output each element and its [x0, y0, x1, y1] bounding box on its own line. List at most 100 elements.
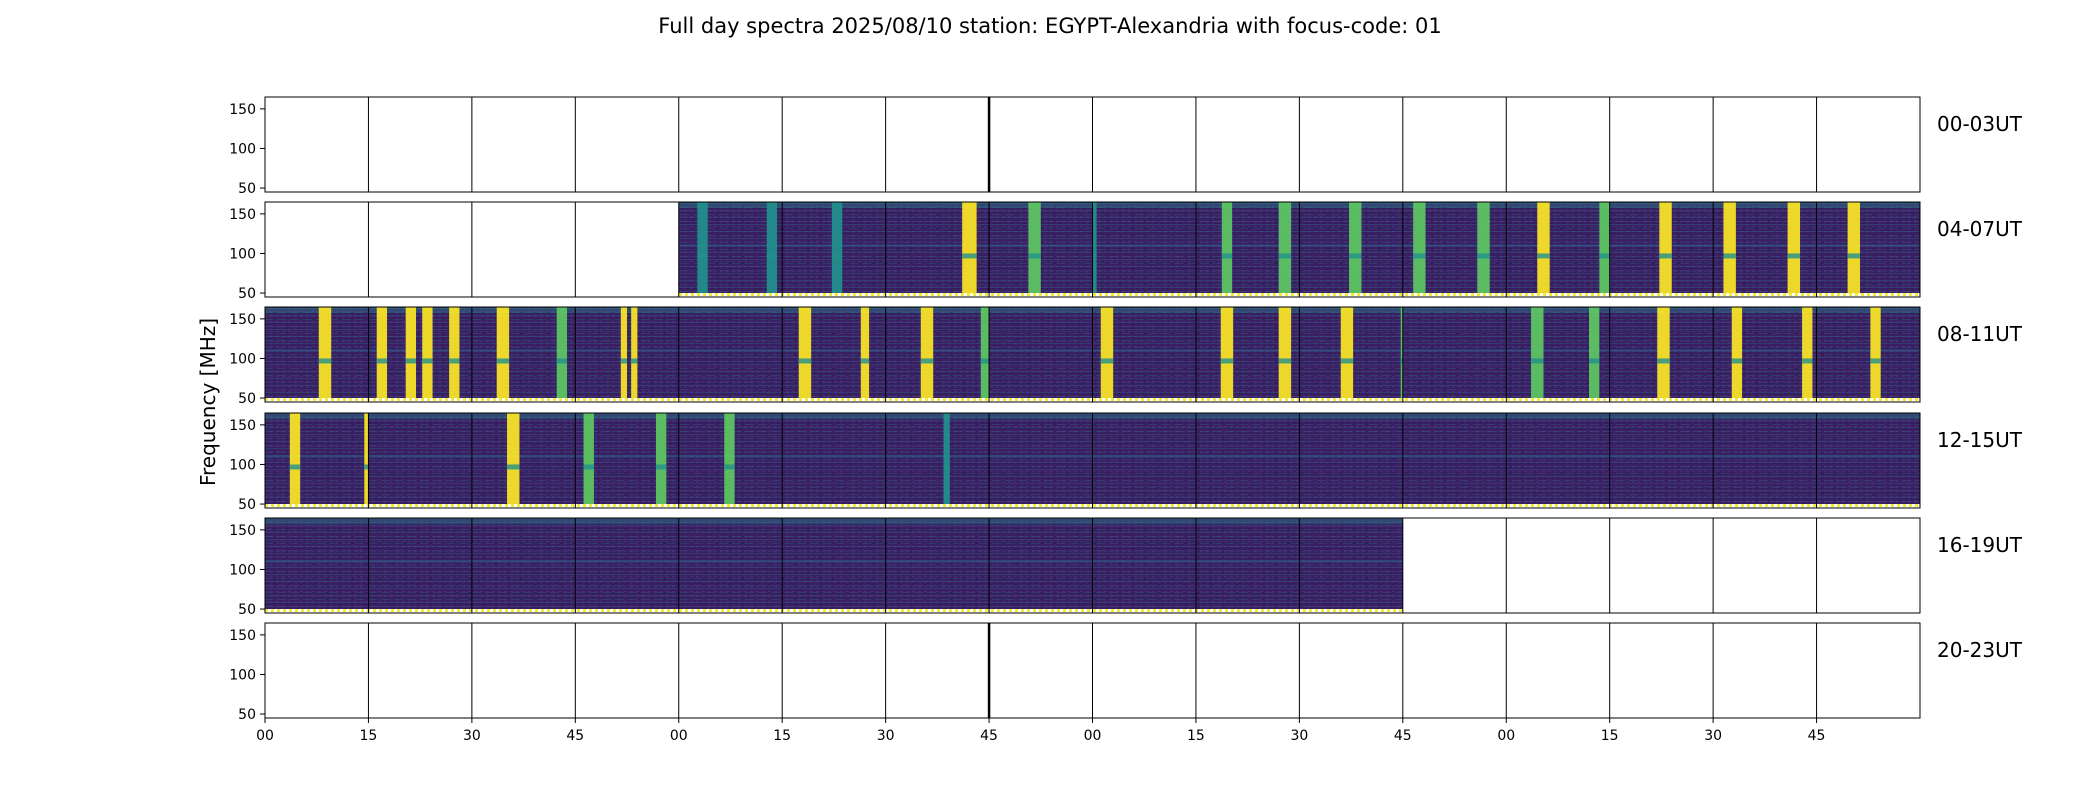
burst-band — [1657, 358, 1670, 364]
interference-line — [265, 349, 369, 352]
calibration-marker — [885, 293, 990, 296]
spectrum-noise-lines — [1402, 413, 1507, 504]
burst-band — [920, 358, 934, 364]
upper-band — [989, 518, 1093, 524]
calibration-marker — [1299, 504, 1403, 507]
spectrum-noise-lines — [1299, 413, 1403, 504]
spectrum-panel — [1299, 413, 1403, 507]
spectrum-panel — [1092, 202, 1196, 296]
calibration-marker — [1195, 609, 1300, 612]
burst-band — [1599, 253, 1610, 259]
x-tick-label: 15 — [360, 728, 378, 744]
empty-panel — [885, 97, 990, 192]
radio-burst — [1220, 307, 1234, 398]
upper-band — [1506, 413, 1610, 419]
burst-band — [1278, 358, 1292, 364]
radio-burst — [1537, 202, 1550, 293]
spectrum-panel — [678, 202, 783, 296]
calibration-marker — [1299, 293, 1403, 296]
upper-band — [575, 518, 679, 524]
row-time-label: 16-19UT — [1937, 533, 2023, 557]
interference-line — [885, 455, 990, 458]
upper-band — [1506, 202, 1610, 208]
interference-line — [782, 349, 886, 352]
interference-line — [1816, 349, 1920, 352]
spectrum-panel — [782, 307, 886, 401]
empty-panel — [782, 97, 886, 192]
calibration-marker — [575, 398, 679, 401]
upper-band — [885, 202, 990, 208]
row-time-label: 12-15UT — [1937, 428, 2023, 452]
radio-burst — [405, 307, 417, 398]
burst-band — [1659, 253, 1672, 259]
upper-band — [1506, 307, 1610, 313]
upper-band — [1299, 413, 1403, 419]
spectrum-noise-lines — [678, 202, 783, 293]
calibration-marker — [1506, 293, 1610, 296]
spectrum-panel — [782, 413, 886, 507]
radio-burst — [920, 307, 934, 398]
calibration-marker — [1402, 398, 1507, 401]
upper-band — [885, 413, 990, 419]
upper-band — [1299, 518, 1403, 524]
interference-line — [1299, 455, 1403, 458]
spectrum-panel — [265, 307, 369, 401]
empty-panel — [1816, 97, 1920, 192]
calibration-marker — [471, 398, 576, 401]
calibration-marker — [471, 609, 576, 612]
calibration-marker — [885, 609, 990, 612]
spectrum-panel — [885, 518, 990, 612]
spectrum-panel — [368, 413, 472, 507]
calibration-marker — [782, 609, 886, 612]
radio-burst — [1092, 202, 1097, 293]
x-tick-label: 15 — [1601, 728, 1619, 744]
spectrum-panel — [1816, 307, 1920, 401]
upper-band — [678, 202, 783, 208]
interference-line — [1816, 244, 1920, 247]
empty-panel — [368, 623, 472, 718]
calibration-marker — [1092, 609, 1196, 612]
interference-line — [1816, 455, 1920, 458]
spectrum-panel — [1816, 202, 1920, 296]
calibration-marker — [782, 504, 886, 507]
interference-line — [989, 455, 1093, 458]
row-time-label: 08-11UT — [1937, 322, 2023, 346]
spectrum-noise-lines — [1092, 413, 1196, 504]
y-tick-label: 50 — [238, 497, 256, 513]
radio-burst — [556, 307, 568, 398]
spectra-row: 150 100 50 08-11UT — [229, 306, 2023, 407]
calibration-marker — [885, 504, 990, 507]
spectrum-noise-lines — [368, 413, 472, 504]
upper-band — [885, 307, 990, 313]
interference-line — [1506, 455, 1610, 458]
spectrum-panel — [1195, 413, 1300, 507]
empty-panel — [1299, 97, 1403, 192]
interference-line — [1092, 560, 1196, 563]
spectrum-panel — [885, 413, 990, 507]
empty-panel — [1402, 97, 1507, 192]
interference-line — [885, 244, 990, 247]
y-tick-label: 150 — [229, 312, 256, 328]
interference-line — [1506, 349, 1610, 352]
empty-panel — [989, 97, 1093, 192]
calibration-marker — [989, 398, 1093, 401]
calibration-marker — [368, 504, 472, 507]
x-tick-label: 45 — [1808, 728, 1826, 744]
interference-line — [1299, 560, 1403, 563]
empty-panel — [678, 97, 783, 192]
burst-band — [556, 358, 568, 364]
calibration-marker — [1609, 504, 1714, 507]
spectrum-noise-lines — [471, 518, 576, 609]
burst-band — [1589, 358, 1600, 364]
empty-panel — [1299, 623, 1403, 718]
empty-panel — [1713, 518, 1817, 613]
empty-panel — [265, 97, 369, 192]
empty-panel — [1816, 623, 1920, 718]
y-tick-label: 100 — [229, 457, 256, 473]
radio-burst — [1340, 307, 1354, 398]
spectrum-noise-lines — [1713, 413, 1817, 504]
burst-band — [1731, 358, 1743, 364]
y-tick-label: 50 — [238, 707, 256, 723]
y-tick-label: 150 — [229, 207, 256, 223]
upper-band — [368, 413, 472, 419]
